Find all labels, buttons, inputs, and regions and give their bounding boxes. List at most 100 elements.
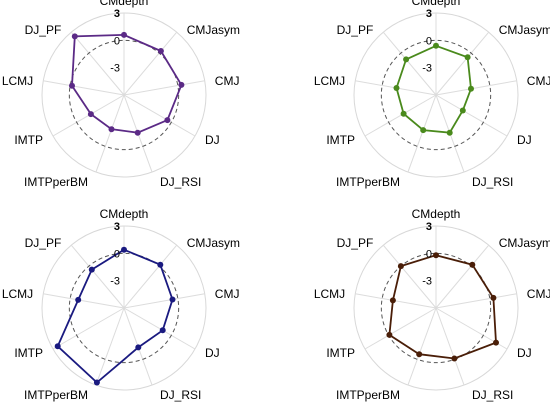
spoke-dj xyxy=(435,94,508,137)
data-point-cmdepth xyxy=(121,31,127,38)
radar-chart-2: 3 0 -3 CMdepth CMJasym CMJ DJ DJ_RSI IMTPperBM IM… xyxy=(314,0,550,189)
radar-chart-1: 3 0 -3 CMdepth CMJasym CMJ DJ DJ_RSI IMTPperBM IM… xyxy=(2,0,240,189)
spoke-lcmj xyxy=(43,80,125,96)
reference-ring xyxy=(68,39,180,151)
spoke-dj_rsi xyxy=(435,307,465,386)
data-point-dj_rsi xyxy=(451,355,458,362)
data-point-dj xyxy=(159,327,166,334)
data-point-lcmj xyxy=(393,85,400,91)
data-point-dj_pf xyxy=(71,33,78,40)
spoke-cmjasym xyxy=(435,244,490,309)
axis-label-cmjasym: CMJasym xyxy=(187,236,240,250)
data-point-imtpperbm xyxy=(93,379,100,386)
tick-label: 0 xyxy=(426,248,432,260)
spoke-imtp xyxy=(52,307,125,350)
data-point-cmj xyxy=(468,85,474,92)
spoke-dj xyxy=(123,94,196,137)
axis-label-lcmj: LCMJ xyxy=(2,287,33,301)
data-point-imtp xyxy=(87,111,94,118)
spoke-cmjasym xyxy=(123,31,178,96)
spoke-dj_pf xyxy=(70,244,125,309)
data-point-dj_pf xyxy=(397,263,404,270)
spoke-cmj xyxy=(435,293,517,309)
axis-label-dj: DJ xyxy=(205,133,220,147)
data-point-imtp xyxy=(386,331,393,338)
axis-label-imtpperbm: IMTPperBM xyxy=(24,388,88,402)
data-point-dj_pf xyxy=(88,266,95,273)
data-point-cmj xyxy=(178,81,185,88)
spoke-cmjasym xyxy=(123,244,178,309)
data-point-dj_rsi xyxy=(134,129,141,136)
tick-label: 3 xyxy=(114,221,120,233)
data-point-cmjasym xyxy=(469,261,476,268)
axis-label-lcmj: LCMJ xyxy=(314,287,345,301)
axis-label-dj: DJ xyxy=(205,346,220,360)
axis-label-cmjasym: CMJasym xyxy=(187,23,240,37)
axis-label-cmjasym: CMJasym xyxy=(499,23,550,37)
reference-ring xyxy=(380,252,492,364)
data-point-dj xyxy=(493,339,499,346)
data-point-imtp xyxy=(54,343,61,350)
data-point-dj xyxy=(459,107,466,114)
axis-label-dj: DJ xyxy=(517,346,532,360)
tick-label: -3 xyxy=(110,63,120,75)
reference-ring xyxy=(380,39,492,151)
radar-chart-4: 3 0 -3 CMdepth CMJasym CMJ DJ DJ_RSI IMTPperBM IM… xyxy=(314,207,550,402)
series-line xyxy=(56,248,174,384)
tick-label: 0 xyxy=(114,35,120,47)
axis-label-dj_pf: DJ_PF xyxy=(337,23,374,37)
tick-label: 3 xyxy=(114,8,120,20)
data-point-imtpperbm xyxy=(420,127,427,134)
series-line xyxy=(388,254,497,360)
spoke-imtpperbm xyxy=(95,307,125,386)
axis-label-dj_rsi: DJ_RSI xyxy=(160,175,201,189)
axis-label-imtp: IMTP xyxy=(326,346,355,360)
data-point-cmjasym xyxy=(157,261,164,268)
spoke-cmj xyxy=(123,80,205,96)
axis-label-cmj: CMJ xyxy=(527,287,550,301)
spoke-cmj xyxy=(123,293,205,309)
data-point-cmdepth xyxy=(433,42,439,49)
data-point-cmdepth xyxy=(433,252,439,259)
data-point-imtpperbm xyxy=(416,351,423,358)
axis-label-cmdepth: CMdepth xyxy=(412,207,461,221)
axis-label-dj_pf: DJ_PF xyxy=(337,236,374,250)
axis-label-dj: DJ xyxy=(517,133,532,147)
data-point-cmj xyxy=(169,296,176,303)
data-point-cmjasym xyxy=(157,48,164,54)
tick-label: 0 xyxy=(114,248,120,260)
tick-label: -3 xyxy=(422,276,432,288)
spoke-imtpperbm xyxy=(407,94,437,173)
axis-label-imtp: IMTP xyxy=(326,133,355,147)
axis-label-cmj: CMJ xyxy=(215,287,240,301)
axis-label-cmj: CMJ xyxy=(215,74,240,88)
series-line xyxy=(71,33,183,134)
data-point-cmdepth xyxy=(121,246,127,253)
axis-label-lcmj: LCMJ xyxy=(2,74,33,88)
axis-label-cmdepth: CMdepth xyxy=(412,0,461,8)
data-point-lcmj xyxy=(389,297,396,304)
data-point-cmj xyxy=(490,294,497,301)
axis-label-imtp: IMTP xyxy=(14,346,43,360)
tick-label: 3 xyxy=(426,8,432,20)
tick-label: 3 xyxy=(426,221,432,233)
spoke-dj_pf xyxy=(70,31,125,96)
axis-label-imtpperbm: IMTPperBM xyxy=(24,175,88,189)
spoke-dj_pf xyxy=(382,244,437,309)
data-point-imtp xyxy=(400,110,407,117)
spoke-imtp xyxy=(364,94,437,137)
data-point-dj_pf xyxy=(403,56,410,63)
axis-label-lcmj: LCMJ xyxy=(314,74,345,88)
spoke-imtp xyxy=(364,307,437,350)
axis-label-cmdepth: CMdepth xyxy=(100,207,149,221)
axis-label-dj_pf: DJ_PF xyxy=(25,23,62,37)
data-point-dj xyxy=(164,117,171,124)
tick-label: 0 xyxy=(426,35,432,47)
spoke-imtpperbm xyxy=(407,307,437,386)
spoke-dj_pf xyxy=(382,31,437,96)
axis-label-cmdepth: CMdepth xyxy=(100,0,149,8)
axis-label-dj_rsi: DJ_RSI xyxy=(472,175,513,189)
radar-chart-3: 3 0 -3 CMdepth CMJasym CMJ DJ DJ_RSI IMTPperBM IM… xyxy=(2,207,240,402)
tick-label: -3 xyxy=(110,276,120,288)
spoke-cmj xyxy=(435,80,517,96)
